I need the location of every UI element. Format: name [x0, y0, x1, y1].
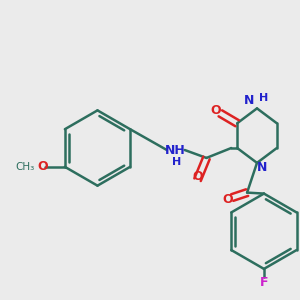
Text: O: O [38, 160, 48, 173]
Text: N: N [244, 94, 254, 107]
Text: F: F [260, 276, 268, 289]
Text: NH: NH [164, 143, 185, 157]
Text: H: H [172, 157, 182, 167]
Text: O: O [192, 170, 203, 183]
Text: H: H [259, 94, 268, 103]
Text: O: O [210, 104, 221, 117]
Text: N: N [257, 161, 267, 174]
Text: CH₃: CH₃ [16, 162, 35, 172]
Text: O: O [222, 193, 232, 206]
